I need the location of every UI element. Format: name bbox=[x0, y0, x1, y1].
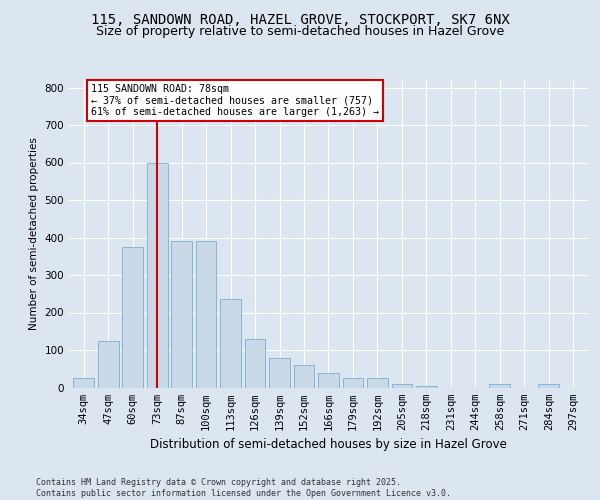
Bar bbox=[245, 339, 265, 388]
Bar bbox=[318, 372, 339, 388]
Bar bbox=[538, 384, 559, 388]
Text: 115 SANDOWN ROAD: 78sqm
← 37% of semi-detached houses are smaller (757)
61% of s: 115 SANDOWN ROAD: 78sqm ← 37% of semi-de… bbox=[91, 84, 379, 117]
Bar bbox=[392, 384, 412, 388]
Bar bbox=[147, 162, 167, 388]
Bar bbox=[171, 242, 192, 388]
Bar bbox=[293, 365, 314, 388]
Bar bbox=[98, 340, 119, 388]
Y-axis label: Number of semi-detached properties: Number of semi-detached properties bbox=[29, 138, 39, 330]
Bar bbox=[269, 358, 290, 388]
Bar bbox=[343, 378, 364, 388]
Bar bbox=[367, 378, 388, 388]
Text: Contains HM Land Registry data © Crown copyright and database right 2025.
Contai: Contains HM Land Registry data © Crown c… bbox=[36, 478, 451, 498]
Bar bbox=[73, 378, 94, 388]
Text: Size of property relative to semi-detached houses in Hazel Grove: Size of property relative to semi-detach… bbox=[96, 25, 504, 38]
Bar bbox=[490, 384, 510, 388]
Bar bbox=[196, 242, 217, 388]
Bar bbox=[122, 247, 143, 388]
Bar bbox=[416, 386, 437, 388]
X-axis label: Distribution of semi-detached houses by size in Hazel Grove: Distribution of semi-detached houses by … bbox=[150, 438, 507, 451]
Text: 115, SANDOWN ROAD, HAZEL GROVE, STOCKPORT, SK7 6NX: 115, SANDOWN ROAD, HAZEL GROVE, STOCKPOR… bbox=[91, 12, 509, 26]
Bar bbox=[220, 300, 241, 388]
